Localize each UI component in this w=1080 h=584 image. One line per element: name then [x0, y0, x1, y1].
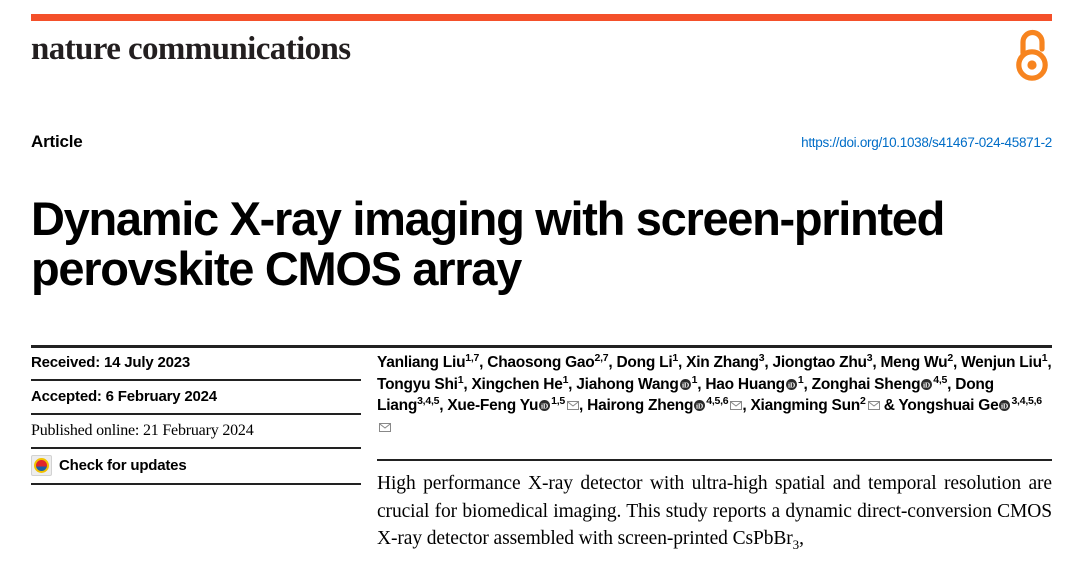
- author-affiliation: 1,5: [551, 394, 566, 407]
- author-affiliation: 4,5: [933, 373, 948, 386]
- author-affiliation: 2: [947, 351, 953, 364]
- crossmark-icon: [31, 455, 52, 476]
- abstract-text: High performance X-ray detector with ult…: [377, 461, 1052, 553]
- author-affiliation: 3,4,5,6: [1011, 394, 1042, 407]
- email-icon[interactable]: [567, 395, 580, 410]
- doi-link[interactable]: https://doi.org/10.1038/s41467-024-45871…: [801, 135, 1052, 150]
- author-name[interactable]: Zonghai Sheng: [811, 375, 921, 393]
- author-name[interactable]: & Yongshuai Ge: [883, 397, 999, 414]
- author-affiliation: 1: [797, 373, 804, 386]
- orcid-icon[interactable]: iD: [679, 375, 691, 390]
- author-separator: ,: [579, 397, 584, 414]
- author-name[interactable]: , Hao Huang: [697, 375, 785, 393]
- article-meta-row: Article https://doi.org/10.1038/s41467-0…: [31, 132, 1052, 152]
- author-name[interactable]: , Dong Liang: [377, 375, 994, 415]
- author-name[interactable]: , Meng Wu: [872, 354, 948, 371]
- author-affiliation: 4,5,6: [706, 394, 729, 407]
- author-affiliation: 2,7: [594, 351, 609, 364]
- svg-text:iD: iD: [696, 401, 703, 410]
- author-name[interactable]: , Xingchen He: [463, 375, 563, 393]
- svg-text:iD: iD: [541, 401, 548, 410]
- author-name[interactable]: , Chaosong Gao: [479, 354, 595, 371]
- author-name[interactable]: , Xin Zhang: [678, 354, 759, 371]
- svg-text:iD: iD: [1002, 401, 1009, 410]
- open-access-lock-icon: [1010, 29, 1054, 81]
- author-affiliation: 1: [672, 351, 678, 364]
- authors-and-abstract: Yanliang Liu1,7, Chaosong Gao2,7, Dong L…: [377, 347, 1052, 553]
- abstract-body: High performance X-ray detector with ult…: [377, 473, 1052, 549]
- page-title: Dynamic X-ray imaging with screen-printe…: [31, 192, 945, 296]
- orcid-icon[interactable]: iD: [785, 375, 797, 390]
- svg-text:iD: iD: [682, 380, 689, 389]
- author-name[interactable]: , Xue-Feng Yu: [439, 397, 539, 414]
- journal-wordmark: nature communications: [31, 31, 351, 67]
- chemical-subscript: 3: [792, 536, 800, 552]
- author-list: Yanliang Liu1,7, Chaosong Gao2,7, Dong L…: [377, 347, 1052, 438]
- author-name[interactable]: Yanliang Liu: [377, 354, 466, 371]
- author-affiliation: 1: [1041, 351, 1048, 364]
- masthead: nature communications: [31, 14, 1052, 68]
- author-affiliation: 2: [860, 394, 866, 407]
- author-name[interactable]: , Jiahong Wang: [568, 375, 679, 393]
- author-name[interactable]: Hairong Zheng: [587, 397, 694, 414]
- author-name[interactable]: , Dong Li: [608, 354, 673, 371]
- svg-text:iD: iD: [923, 380, 930, 389]
- abstract-tail: ,: [799, 528, 804, 549]
- author-affiliation: 3: [866, 351, 873, 364]
- published-date: Published online: 21 February 2024: [31, 415, 361, 449]
- author-affiliation: 3,4,5: [417, 394, 440, 407]
- author-affiliation: 1,7: [465, 351, 480, 364]
- author-affiliation: 3: [758, 351, 765, 364]
- author-affiliation: 1: [691, 373, 698, 386]
- article-type-label: Article: [31, 132, 83, 151]
- author-separator: ,: [952, 354, 957, 371]
- author-name[interactable]: Wenjun Liu: [961, 354, 1042, 371]
- brand-accent-bar: [31, 14, 1052, 21]
- email-icon[interactable]: [730, 395, 743, 410]
- orcid-icon[interactable]: iD: [539, 396, 551, 411]
- email-icon[interactable]: [379, 417, 391, 432]
- author-affiliation: 1: [562, 373, 569, 386]
- abstract-divider: [377, 459, 1052, 461]
- orcid-icon[interactable]: iD: [694, 396, 706, 411]
- author-affiliation: 1: [457, 373, 464, 386]
- author-name[interactable]: , Tongyu Shi: [377, 354, 1052, 393]
- orcid-icon[interactable]: iD: [999, 396, 1011, 411]
- email-icon[interactable]: [867, 395, 880, 410]
- orcid-icon[interactable]: iD: [921, 375, 933, 390]
- author-name[interactable]: , Xiangming Sun: [742, 397, 861, 414]
- section-divider: [31, 345, 1052, 348]
- publication-metadata: Received: 14 July 2023 Accepted: 6 Febru…: [31, 347, 361, 485]
- author-separator: ,: [803, 375, 808, 393]
- check-for-updates-button[interactable]: Check for updates: [31, 449, 361, 485]
- received-date: Received: 14 July 2023: [31, 347, 361, 381]
- svg-text:iD: iD: [788, 380, 795, 389]
- check-for-updates-label: Check for updates: [59, 457, 187, 474]
- accepted-date: Accepted: 6 February 2024: [31, 381, 361, 415]
- author-name[interactable]: , Jiongtao Zhu: [764, 354, 867, 371]
